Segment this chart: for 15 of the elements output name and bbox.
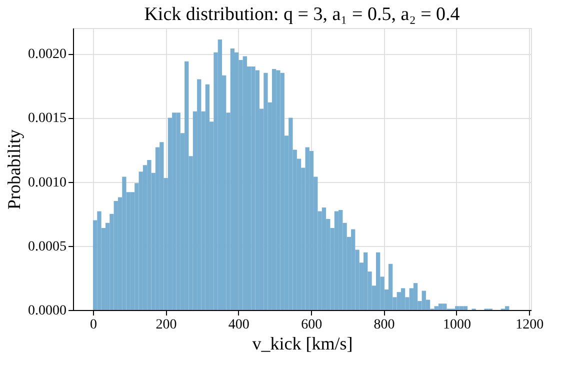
y-tick-label: 0.0015 (28, 111, 66, 126)
y-tick-label: 0.0010 (28, 175, 66, 190)
x-axis-title: v_kick [km/s] (252, 334, 353, 354)
x-tick-label: 0 (90, 318, 97, 332)
y-axis-title: Probability (4, 130, 24, 210)
x-tick-label: 400 (228, 318, 250, 332)
x-tick-label: 600 (301, 318, 322, 332)
y-tick-label: 0.0005 (28, 239, 66, 254)
chart-title: Kick distribution: q = 3, a₁ = 0.5, a₂ = 0.4 (144, 4, 460, 25)
y-tick-label: 0.0020 (28, 47, 66, 62)
x-tick-label: 200 (156, 318, 177, 332)
x-tick-label: 800 (374, 318, 395, 332)
x-tick-label: 1200 (516, 318, 544, 332)
y-tick-label: 0.0000 (28, 304, 66, 318)
x-tick-label: 1000 (442, 318, 471, 332)
